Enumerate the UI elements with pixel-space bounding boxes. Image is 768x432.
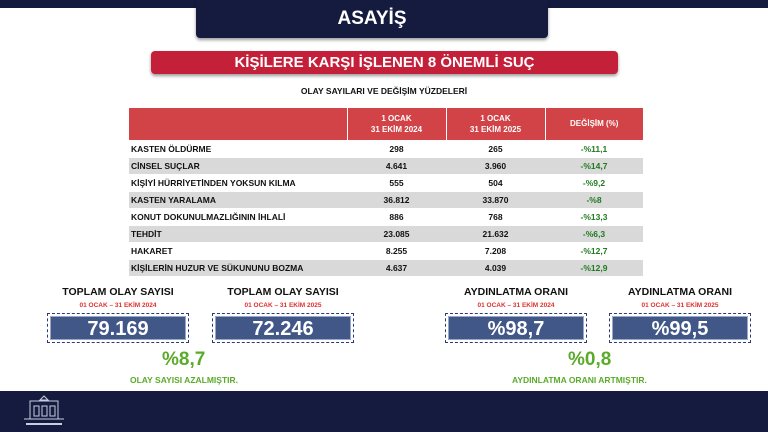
table-row: CİNSEL SUÇLAR 4.641 3.960 -%14,7 [129,156,643,174]
value-2025: 33.870 [446,190,545,208]
crime-name: TEHDİT [129,224,347,242]
clearance-change: %0,8 [568,349,612,370]
kpi-title: AYDINLATMA ORANI [463,286,569,298]
change-percent: -%8 [545,190,643,208]
header-2025: 1 OCAK 31 EKİM 2025 [445,108,545,140]
table-row: KİŞİLERİN HUZUR VE SÜKUNUNU BOZMA 4.637 4.… [129,258,643,276]
table-header-row: 1 OCAK 31 EKİM 2024 1 OCAK 31 EKİM 2025 … [129,108,643,140]
kpi-period: 01 OCAK – 31 EKİM 2025 [641,302,719,309]
crime-name: KASTEN YARALAMA [129,190,347,208]
table-row: KASTEN ÖLDÜRME 298 265 -%11,1 [129,139,643,157]
value-2024: 4.637 [347,258,446,276]
value-2025: 768 [446,207,545,225]
header-change: DEĞİŞİM (%) [544,108,643,140]
value-2025: 4.039 [446,258,545,276]
change-percent: -%12,7 [545,241,643,259]
change-percent: -%6,3 [545,224,643,242]
clearance-note: AYDINLATMA ORANI ARTMIŞTIR. [512,375,647,385]
kpi-clearance-2025: AYDINLATMA ORANI 01 OCAK – 31 EKİM 2025 … [609,286,751,343]
table-caption: OLAY SAYILARI VE DEĞİŞİM YÜZDELERİ [300,86,468,96]
crime-name: KASTEN ÖLDÜRME [129,139,347,157]
change-percent: -%13,3 [545,207,643,225]
value-2025: 504 [446,173,545,191]
value-2024: 36.812 [347,190,446,208]
value-2024: 23.085 [347,224,446,242]
kpi-value: %98,7 [448,316,584,340]
kpi-period: 01 OCAK – 31 EKİM 2025 [244,302,322,309]
value-2024: 4.641 [347,156,446,174]
kpi-title: TOPLAM OLAY SAYISI [62,286,174,298]
change-percent: -%12,9 [545,258,643,276]
section-banner: KİŞİLERE KARŞI İŞLENEN 8 ÖNEMLİ SUÇ [151,51,618,74]
kpi-value: %99,5 [612,316,748,340]
crime-name: KİŞİYİ HÜRRİYETİNDEN YOKSUN KILMA [129,173,347,191]
value-2024: 298 [347,139,446,157]
kpi-value: 72.246 [215,316,351,340]
kpi-total-2024: TOPLAM OLAY SAYISI 01 OCAK – 31 EKİM 202… [47,286,189,343]
kpi-period: 01 OCAK – 31 EKİM 2024 [79,302,157,309]
table-row: KİŞİYİ HÜRRİYETİNDEN YOKSUN KILMA 555 504-… [129,173,643,191]
footer [0,391,768,432]
kpi-title: AYDINLATMA ORANI [627,286,733,298]
incidents-change: %8,7 [162,349,206,370]
change-percent: -%14,7 [545,156,643,174]
incidents-note: OLAY SAYISI AZALMIŞTIR. [130,375,239,385]
crime-name: KONUT DOKUNULMAZLIĞININ İHLALİ [129,207,347,225]
table-row: KONUT DOKUNULMAZLIĞININ İHLALİ 886 768 -%13… [129,207,643,225]
crime-name: CİNSEL SUÇLAR [129,156,347,174]
crime-name: HAKARET [129,241,347,259]
value-2025: 3.960 [446,156,545,174]
value-2024: 886 [347,207,446,225]
header-2024: 1 OCAK 31 EKİM 2024 [346,108,446,140]
kpi-title: TOPLAM OLAY SAYISI [227,286,339,298]
page-title: ASAYİŞ [196,0,548,38]
crime-table: 1 OCAK 31 EKİM 2024 1 OCAK 31 EKİM 2025 … [129,108,643,276]
table-row: KASTEN YARALAMA 36.812 33.870 -%8 [129,190,643,208]
value-2025: 265 [446,139,545,157]
value-2024: 8.255 [347,241,446,259]
value-2025: 7.208 [446,241,545,259]
governorship-logo-icon [24,395,64,425]
kpi-period: 01 OCAK – 31 EKİM 2024 [477,302,555,309]
header-crime [129,108,347,140]
table-row: TEHDİT 23.085 21.632 -%6,3 [129,224,643,242]
crime-name: KİŞİLERİN HUZUR VE SÜKUNUNU BOZMA [129,258,347,276]
kpi-value: 79.169 [50,316,186,340]
table-row: HAKARET 8.255 7.208 -%12,7 [129,241,643,259]
change-percent: -%9,2 [545,173,643,191]
value-2025: 21.632 [446,224,545,242]
change-percent: -%11,1 [545,139,643,157]
value-2024: 555 [347,173,446,191]
kpi-clearance-2024: AYDINLATMA ORANI 01 OCAK – 31 EKİM 2024 … [445,286,587,343]
kpi-total-2025: TOPLAM OLAY SAYISI 01 OCAK – 31 EKİM 202… [212,286,354,343]
